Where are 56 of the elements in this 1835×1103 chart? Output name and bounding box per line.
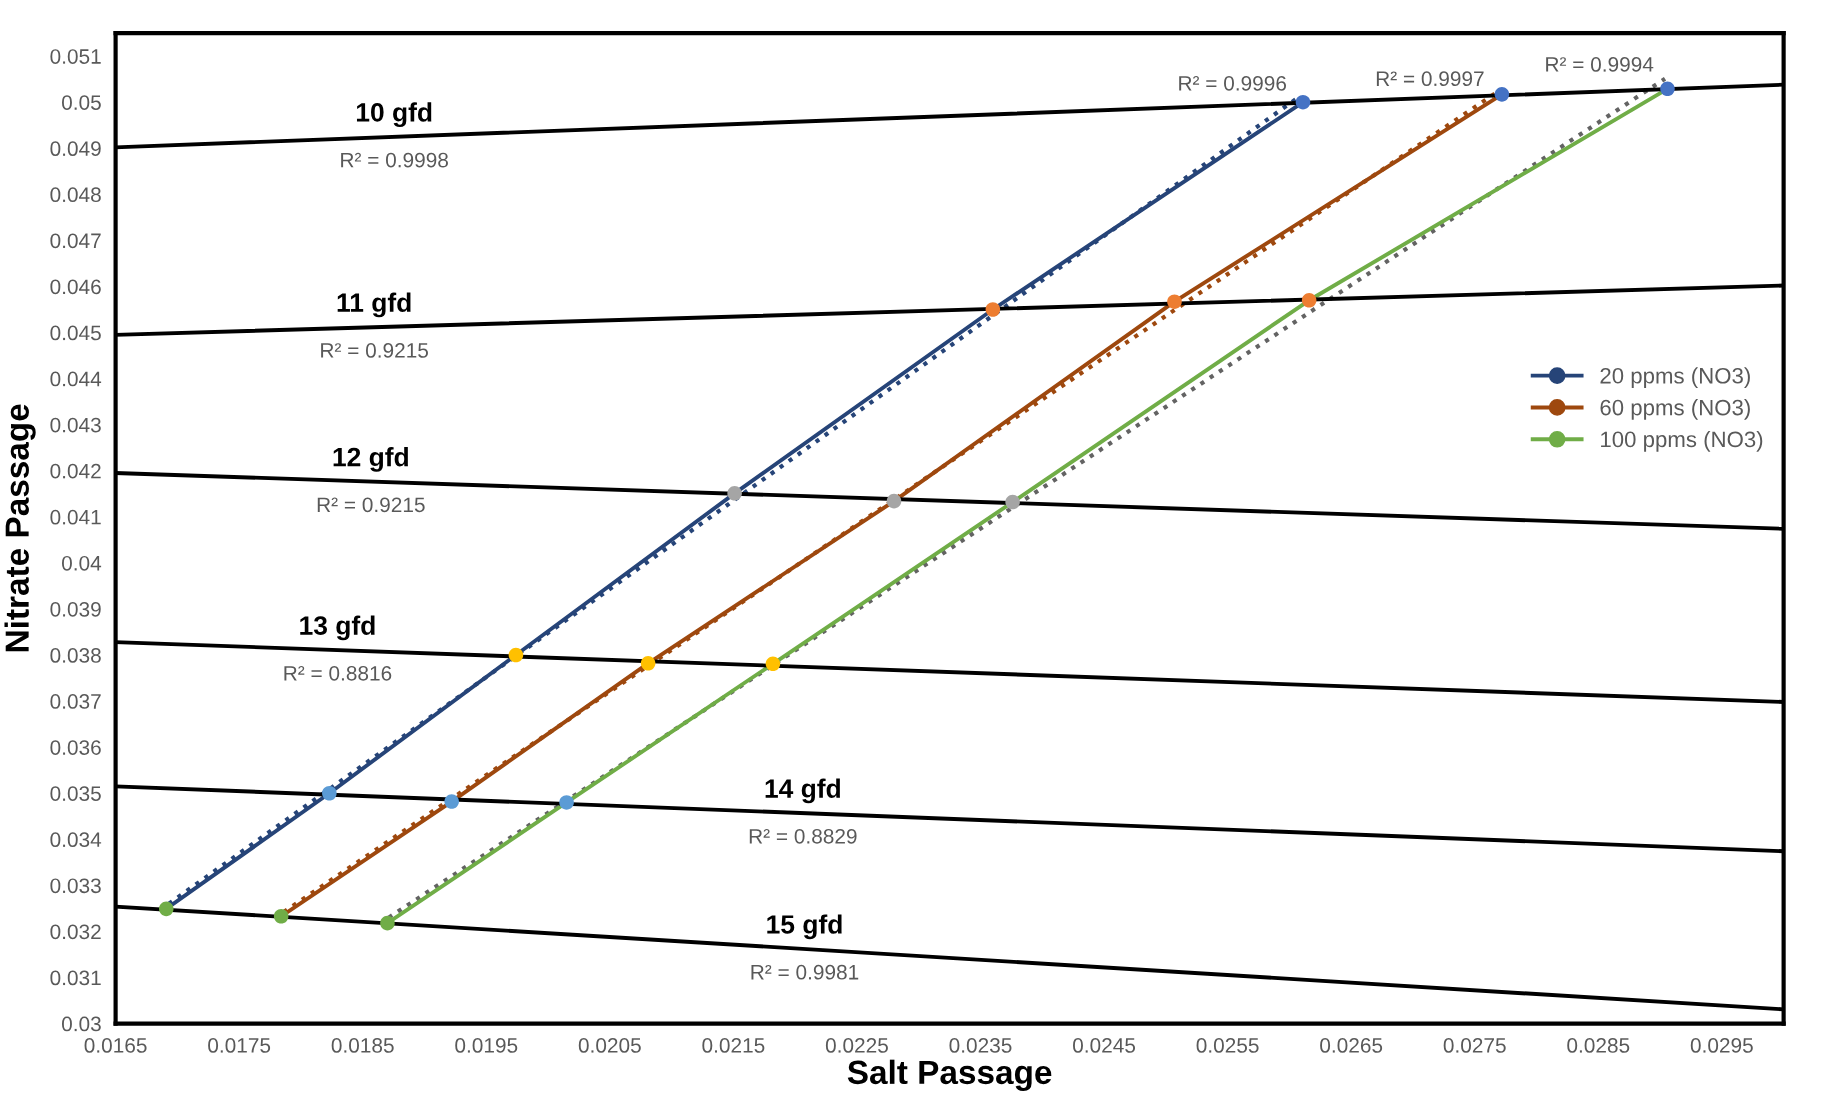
x-tick-label: 0.0275 xyxy=(1443,1038,1506,1053)
y-tick-label: 0.044 xyxy=(50,371,102,387)
series-label: 14 gfd xyxy=(765,778,840,804)
y-tick-label: 0.038 xyxy=(50,648,101,663)
x-tick-label: 0.0255 xyxy=(1196,1038,1259,1053)
x-tick-label: 0.0195 xyxy=(455,1038,518,1053)
y-tick-label: 0.032 xyxy=(50,924,101,940)
y-tick-label: 0.036 xyxy=(50,740,101,755)
y-tick-label: 0.039 xyxy=(50,601,101,617)
x-tick-label: 0.0205 xyxy=(578,1038,641,1053)
series-label: 13 gfd xyxy=(300,615,375,641)
annotation: R² = 0.9994 xyxy=(1546,57,1654,72)
annotation: R² = 0.9997 xyxy=(1376,71,1484,87)
legend-label: 20 ppms (NO3) xyxy=(1600,367,1750,389)
y-tick-label: 0.05 xyxy=(61,95,101,110)
annotation: R² = 0.9215 xyxy=(321,343,428,358)
y-axis-title: Nitrate Passage xyxy=(4,404,36,652)
y-tick-label: 0.037 xyxy=(50,694,101,709)
annotation: R² = 0.9996 xyxy=(1179,75,1287,91)
series-label: 11 gfd xyxy=(337,292,411,318)
x-tick-label: 0.0295 xyxy=(1690,1038,1753,1053)
x-tick-label: 0.0245 xyxy=(1073,1038,1136,1053)
y-tick-label: 0.043 xyxy=(50,417,101,433)
x-tick-label: 0.0165 xyxy=(84,1038,147,1053)
y-tick-label: 0.035 xyxy=(50,786,101,801)
series-label: 15 gfd xyxy=(767,914,842,940)
x-tick-label: 0.0225 xyxy=(825,1038,888,1053)
x-tick-label: 0.0175 xyxy=(208,1038,271,1053)
annotation: R² = 0.9998 xyxy=(341,152,448,168)
y-tick-label: 0.031 xyxy=(50,970,101,986)
y-tick-label: 0.048 xyxy=(50,187,101,203)
y-tick-label: 0.042 xyxy=(50,463,101,479)
y-tick-label: 0.047 xyxy=(50,233,101,249)
y-tick-label: 0.034 xyxy=(50,832,102,848)
y-tick-label: 0.046 xyxy=(50,279,101,295)
series-label: 10 gfd xyxy=(356,102,432,128)
y-tick-label: 0.033 xyxy=(50,878,101,894)
annotation: R² = 0.9215 xyxy=(317,497,425,513)
x-tick-label: 0.0285 xyxy=(1567,1038,1630,1053)
y-tick-label: 0.041 xyxy=(50,509,101,525)
x-axis-title: Salt Passage xyxy=(847,1059,1052,1091)
x-tick-label: 0.0265 xyxy=(1320,1038,1383,1053)
legend-label: 60 ppms (NO3) xyxy=(1600,399,1750,420)
x-tick-label: 0.0235 xyxy=(949,1038,1012,1053)
y-tick-label: 0.045 xyxy=(50,325,101,341)
series-label: 12 gfd xyxy=(333,447,408,472)
annotation: R² = 0.8816 xyxy=(284,665,392,681)
y-tick-label: 0.04 xyxy=(61,555,102,571)
annotation: R² = 0.8829 xyxy=(749,828,857,844)
y-tick-label: 0.03 xyxy=(61,1016,101,1032)
annotation: R² = 0.9981 xyxy=(751,964,859,980)
y-tick-label: 0.051 xyxy=(50,49,101,64)
y-tick-label: 0.049 xyxy=(50,141,101,157)
x-tick-label: 0.0185 xyxy=(331,1038,394,1053)
legend-label: 100 ppms (NO3) xyxy=(1601,430,1763,452)
x-tick-label: 0.0215 xyxy=(702,1038,765,1053)
